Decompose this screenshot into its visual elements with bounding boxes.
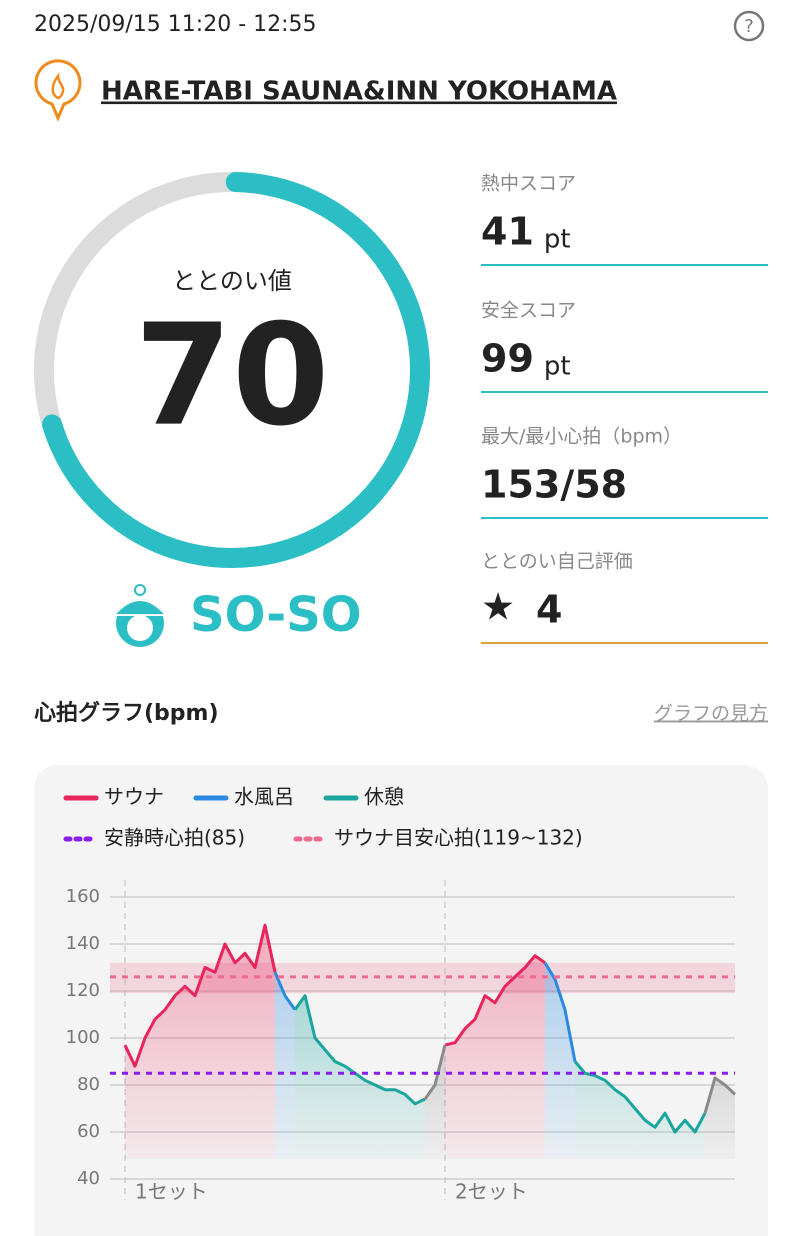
metrics: 熱中スコア 41 pt 安全スコア 99 pt 最大/最小心拍（bpm） 153/58 ととのい…	[481, 173, 768, 644]
metric-label: ととのい自己評価	[481, 551, 633, 573]
area-fill	[125, 925, 545, 1159]
legend-label: サウナ	[104, 785, 164, 809]
graph-help-link[interactable]: グラフの見方	[654, 703, 768, 725]
datetime: 2025/09/15 11:20 - 12:55	[34, 12, 317, 37]
venue-name[interactable]: HARE-TABI SAUNA&INN YOKOHAMA	[101, 77, 617, 107]
metric-label: 最大/最小心拍（bpm）	[481, 426, 682, 448]
metric-label: 安全スコア	[481, 300, 576, 322]
set-label: 1セット	[135, 1180, 208, 1204]
score-gauge	[34, 172, 430, 568]
metric-unit: pt	[544, 225, 571, 255]
metric-value: 4	[536, 588, 562, 632]
area-fill	[295, 995, 705, 1159]
area-fill	[275, 962, 575, 1159]
gauge-arc	[42, 172, 430, 568]
metric-value: 99	[481, 337, 534, 381]
hr-line	[123, 923, 546, 1068]
graph-title: 心拍グラフ(bpm)	[34, 700, 219, 726]
y-tick-label: 160	[66, 886, 100, 907]
legend-label: 安静時心拍(85)	[104, 826, 245, 850]
status-icon	[111, 584, 169, 647]
set-label: 2セット	[455, 1180, 528, 1204]
legend-label: 休憩	[364, 785, 404, 809]
y-tick-label: 40	[77, 1168, 100, 1189]
y-tick-label: 80	[77, 1074, 100, 1095]
y-tick-label: 100	[66, 1027, 100, 1048]
metric-label: 熱中スコア	[481, 173, 576, 195]
hr-line	[293, 994, 707, 1134]
score-value: 70	[135, 295, 330, 458]
metric-unit: pt	[544, 352, 571, 382]
y-tick-label: 60	[77, 1121, 100, 1142]
y-tick-label: 140	[66, 933, 100, 954]
metric-value: 153/58	[481, 463, 627, 507]
score-label: ととのい値	[172, 267, 292, 295]
hr-line	[273, 962, 577, 1062]
metric-value: 41	[481, 210, 534, 254]
venue-icon	[34, 59, 82, 122]
status-text: SO-SO	[190, 587, 362, 643]
legend-label: サウナ目安心拍(119~132)	[334, 826, 583, 850]
hr-line	[423, 1044, 737, 1114]
star-icon: ★	[481, 585, 515, 629]
help-icon[interactable]: ?	[733, 10, 765, 42]
y-tick-label: 120	[66, 980, 100, 1001]
svg-text:?: ?	[744, 16, 754, 37]
legend-label: 水風呂	[234, 785, 294, 809]
